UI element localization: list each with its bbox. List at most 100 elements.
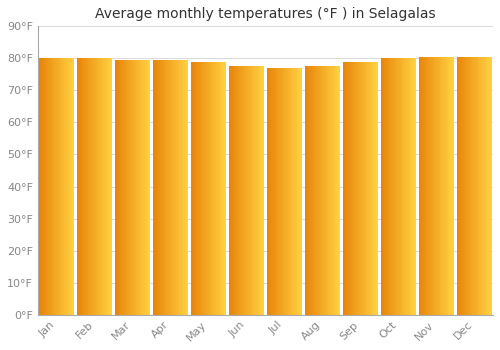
Bar	[69, 58, 70, 315]
Bar	[308, 66, 310, 315]
Bar	[232, 66, 234, 315]
Bar	[120, 60, 122, 315]
Bar	[158, 60, 160, 315]
Bar	[343, 62, 344, 315]
Bar	[128, 60, 129, 315]
Bar	[407, 58, 408, 315]
Bar	[268, 68, 270, 315]
Bar	[393, 58, 394, 315]
Bar	[40, 58, 41, 315]
Bar	[260, 66, 262, 315]
Bar	[472, 57, 474, 315]
Bar	[153, 60, 155, 315]
Bar	[381, 58, 382, 315]
Bar	[431, 57, 432, 315]
Bar	[282, 68, 284, 315]
Bar	[357, 62, 358, 315]
Bar	[288, 68, 290, 315]
Bar	[290, 68, 292, 315]
Bar	[438, 57, 440, 315]
Bar	[104, 58, 105, 315]
Bar	[167, 60, 169, 315]
Bar	[305, 66, 306, 315]
Bar	[202, 62, 203, 315]
Bar	[278, 68, 279, 315]
Bar	[72, 58, 74, 315]
Bar	[143, 60, 145, 315]
Bar	[292, 68, 293, 315]
Bar	[469, 57, 470, 315]
Bar	[134, 60, 136, 315]
Bar	[464, 57, 466, 315]
Bar	[98, 58, 100, 315]
Bar	[46, 58, 48, 315]
Bar	[96, 58, 98, 315]
Bar	[420, 57, 422, 315]
Bar	[355, 62, 357, 315]
Bar	[386, 58, 388, 315]
Bar	[422, 57, 424, 315]
Bar	[205, 62, 207, 315]
Bar	[240, 66, 241, 315]
Bar	[366, 62, 368, 315]
Bar	[88, 58, 90, 315]
Bar	[434, 57, 436, 315]
Bar	[178, 60, 180, 315]
Bar	[344, 62, 346, 315]
Bar	[284, 68, 286, 315]
Bar	[244, 66, 246, 315]
Bar	[370, 62, 372, 315]
Bar	[360, 62, 362, 315]
Bar	[362, 62, 364, 315]
Bar	[216, 62, 217, 315]
Bar	[84, 58, 86, 315]
Bar	[336, 66, 338, 315]
Bar	[364, 62, 366, 315]
Bar	[317, 66, 319, 315]
Bar	[429, 57, 431, 315]
Bar	[270, 68, 272, 315]
Bar	[90, 58, 91, 315]
Bar	[243, 66, 244, 315]
Bar	[234, 66, 236, 315]
Bar	[79, 58, 81, 315]
Bar	[138, 60, 140, 315]
Bar	[229, 66, 231, 315]
Bar	[295, 68, 296, 315]
Bar	[248, 66, 250, 315]
Bar	[396, 58, 398, 315]
Bar	[410, 58, 412, 315]
Bar	[100, 58, 102, 315]
Bar	[324, 66, 326, 315]
Bar	[436, 57, 438, 315]
Bar	[458, 57, 460, 315]
Bar	[43, 58, 44, 315]
Bar	[412, 58, 414, 315]
Bar	[478, 57, 480, 315]
Bar	[145, 60, 146, 315]
Bar	[300, 68, 302, 315]
Bar	[440, 57, 442, 315]
Bar	[50, 58, 51, 315]
Bar	[432, 57, 434, 315]
Bar	[384, 58, 386, 315]
Bar	[58, 58, 60, 315]
Bar	[93, 58, 94, 315]
Bar	[129, 60, 131, 315]
Bar	[442, 57, 443, 315]
Bar	[200, 62, 202, 315]
Bar	[126, 60, 128, 315]
Bar	[350, 62, 352, 315]
Bar	[490, 57, 492, 315]
Bar	[255, 66, 257, 315]
Bar	[372, 62, 374, 315]
Bar	[310, 66, 312, 315]
Bar	[394, 58, 396, 315]
Bar	[352, 62, 354, 315]
Bar	[55, 58, 57, 315]
Bar	[320, 66, 322, 315]
Bar	[312, 66, 314, 315]
Bar	[241, 66, 243, 315]
Bar	[346, 62, 348, 315]
Bar	[86, 58, 88, 315]
